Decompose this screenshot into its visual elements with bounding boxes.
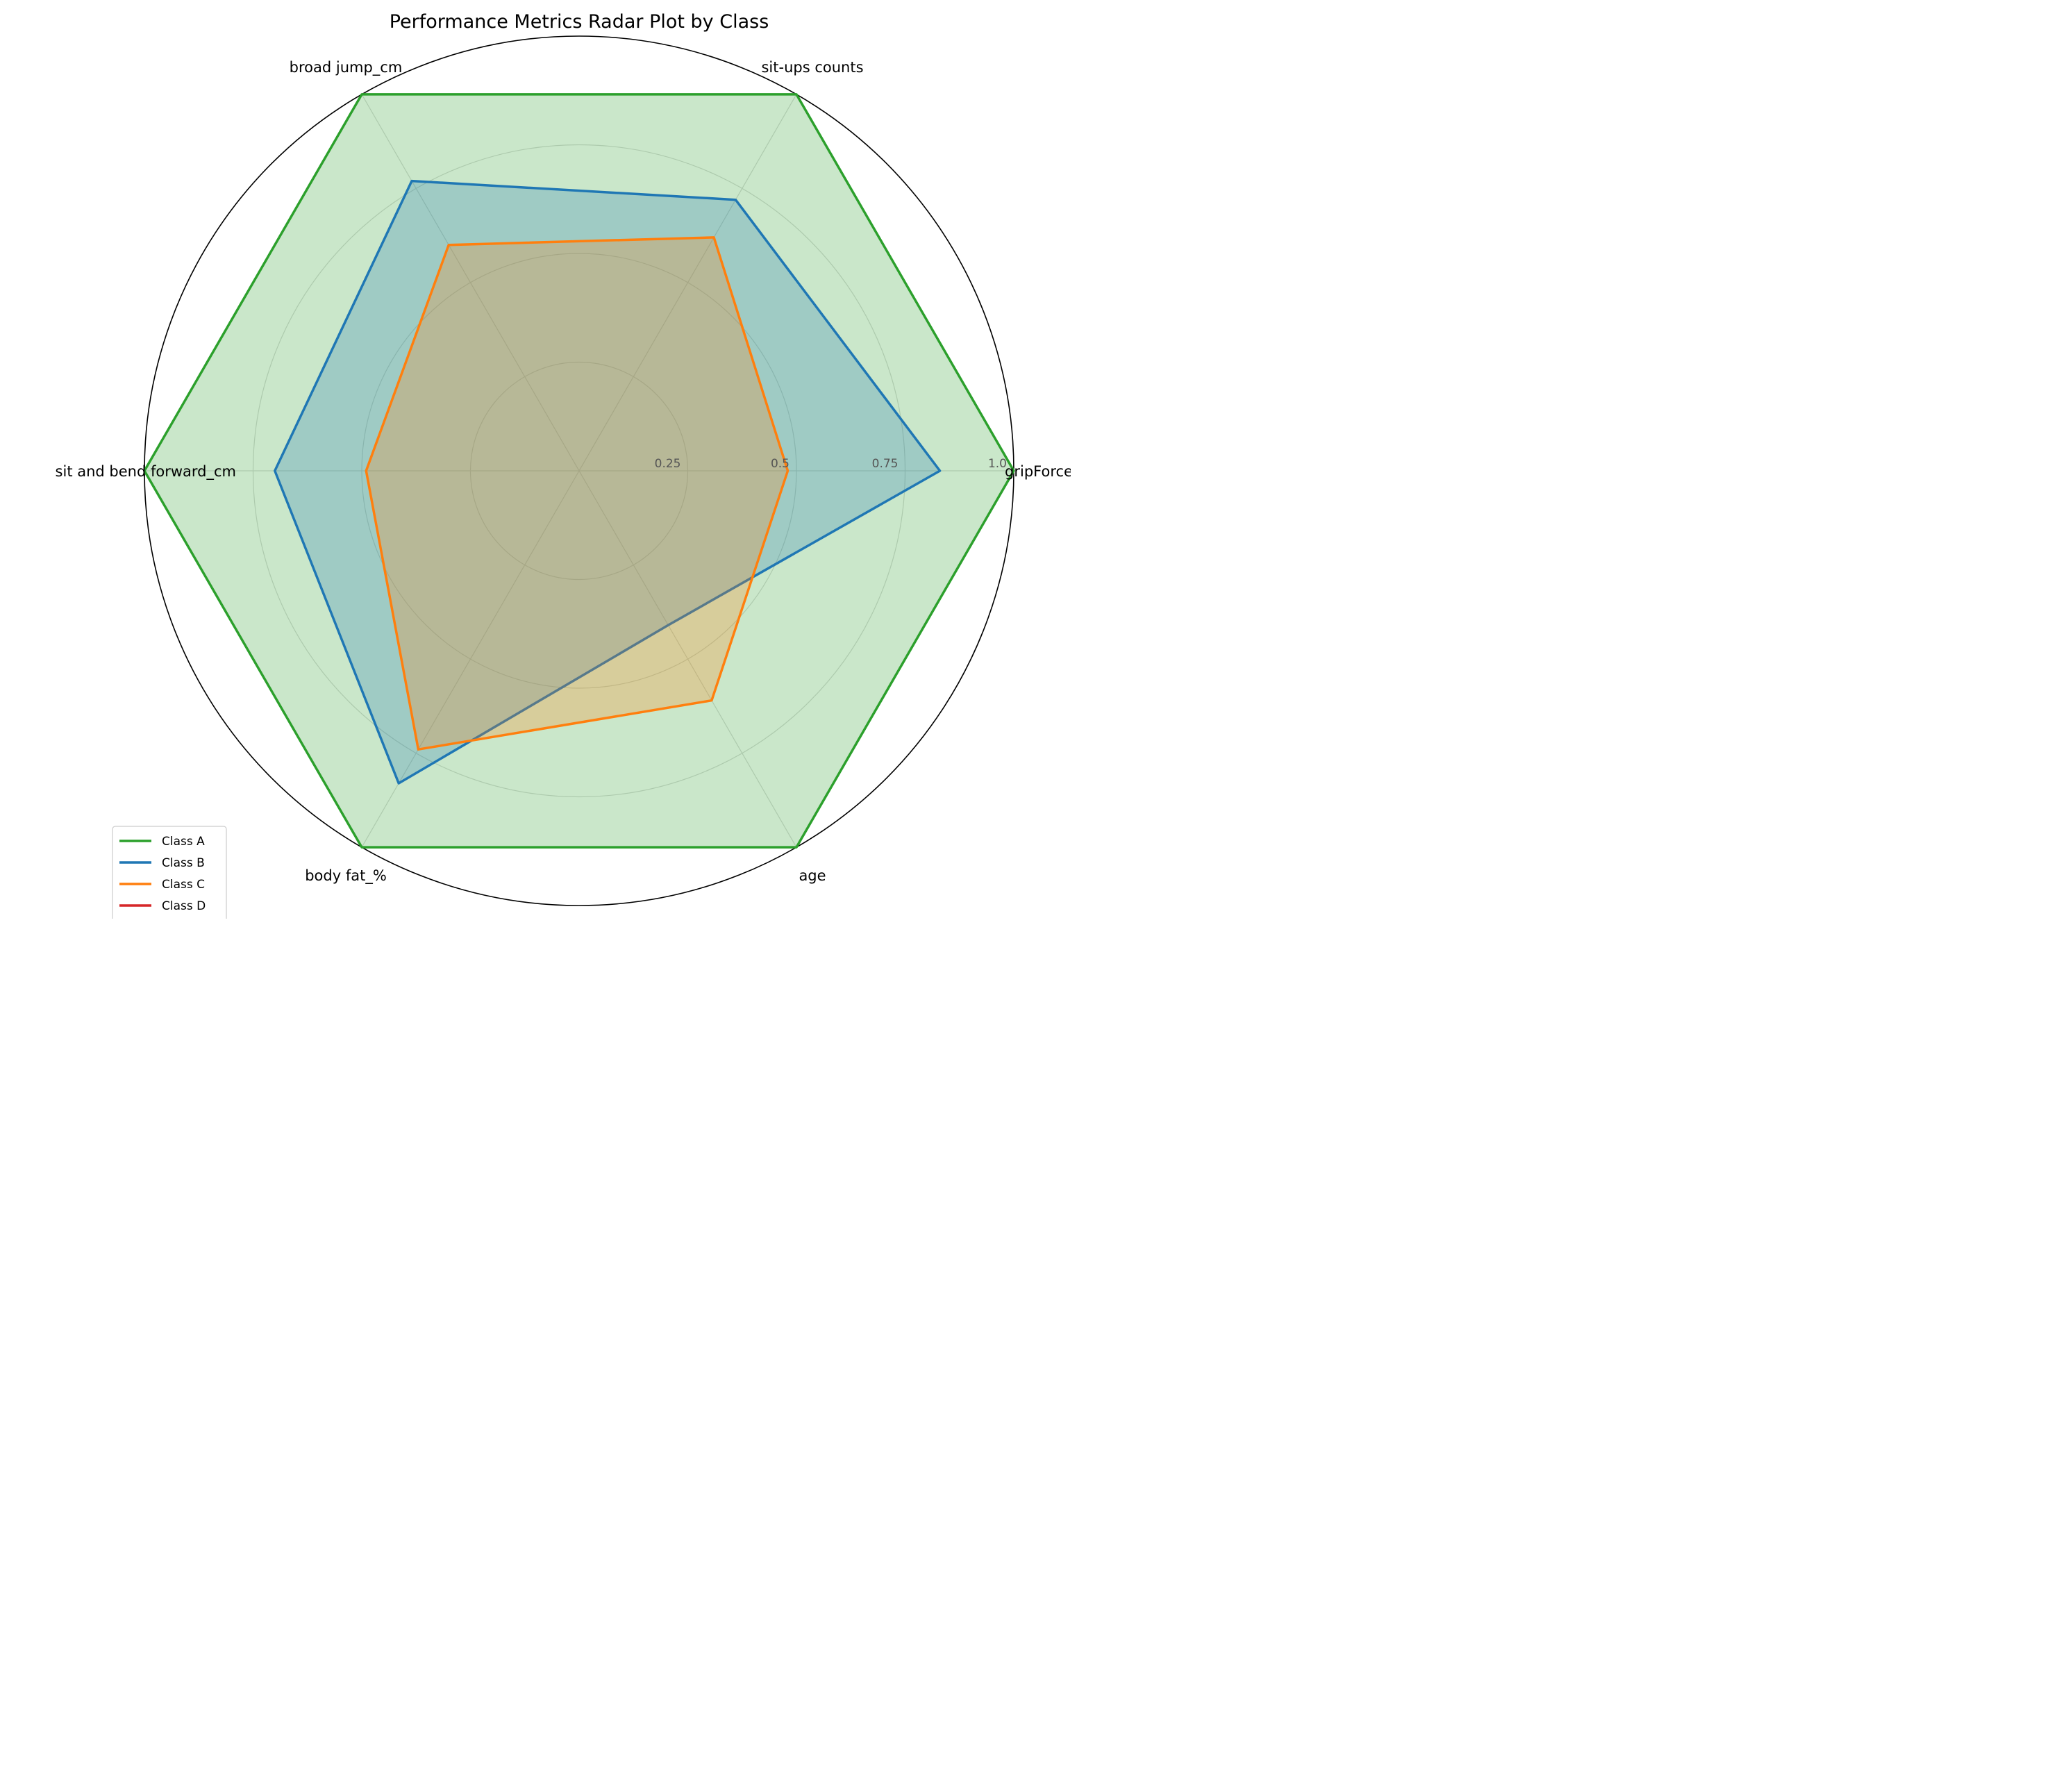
series-fill-1 — [274, 181, 940, 784]
radar-chart-canvas: Performance Metrics Radar Plot by Class … — [56, 11, 1071, 919]
radial-tick-label-1: 0.5 — [771, 457, 789, 471]
axis-label-0: gripForce — [1005, 463, 1071, 480]
legend-label-0: Class A — [162, 835, 205, 849]
radial-tick-label-0: 0.25 — [655, 457, 681, 471]
axis-label-2: broad jump_cm — [290, 59, 403, 76]
radial-tick-label-2: 0.75 — [872, 457, 899, 471]
series-layer — [143, 93, 1015, 849]
legend: Class A Class B Class C Class D — [112, 826, 227, 919]
legend-label-2: Class C — [162, 878, 205, 892]
series-line-1 — [274, 179, 942, 785]
spoke-4 — [361, 470, 580, 848]
legend-label-3: Class D — [162, 899, 206, 913]
spoke-2 — [361, 94, 580, 472]
spoke-5 — [578, 470, 797, 848]
radial-tick-label-3: 1.0 — [988, 457, 1007, 471]
spoke-1 — [578, 94, 797, 472]
axis-label-3: sit and bend forward_cm — [56, 463, 236, 481]
series-fill-0 — [144, 94, 1014, 848]
series-line-0 — [143, 93, 1015, 849]
legend-label-1: Class B — [162, 856, 205, 870]
axis-label-4: body fat_% — [305, 867, 387, 885]
axis-label-layer: gripForce sit-ups counts broad jump_cmsit … — [56, 59, 1071, 885]
legend-frame — [112, 826, 227, 919]
chart-title: Performance Metrics Radar Plot by Class — [390, 11, 769, 33]
series-line-2 — [365, 236, 789, 751]
series-fill-2 — [366, 237, 788, 750]
axis-label-1: sit-ups counts — [761, 59, 863, 76]
axis-label-5: age — [799, 867, 826, 884]
radar-chart: Performance Metrics Radar Plot by Class … — [0, 0, 1071, 919]
tick-layer: 0.25 0.5 0.75 1.0 — [655, 457, 1007, 471]
